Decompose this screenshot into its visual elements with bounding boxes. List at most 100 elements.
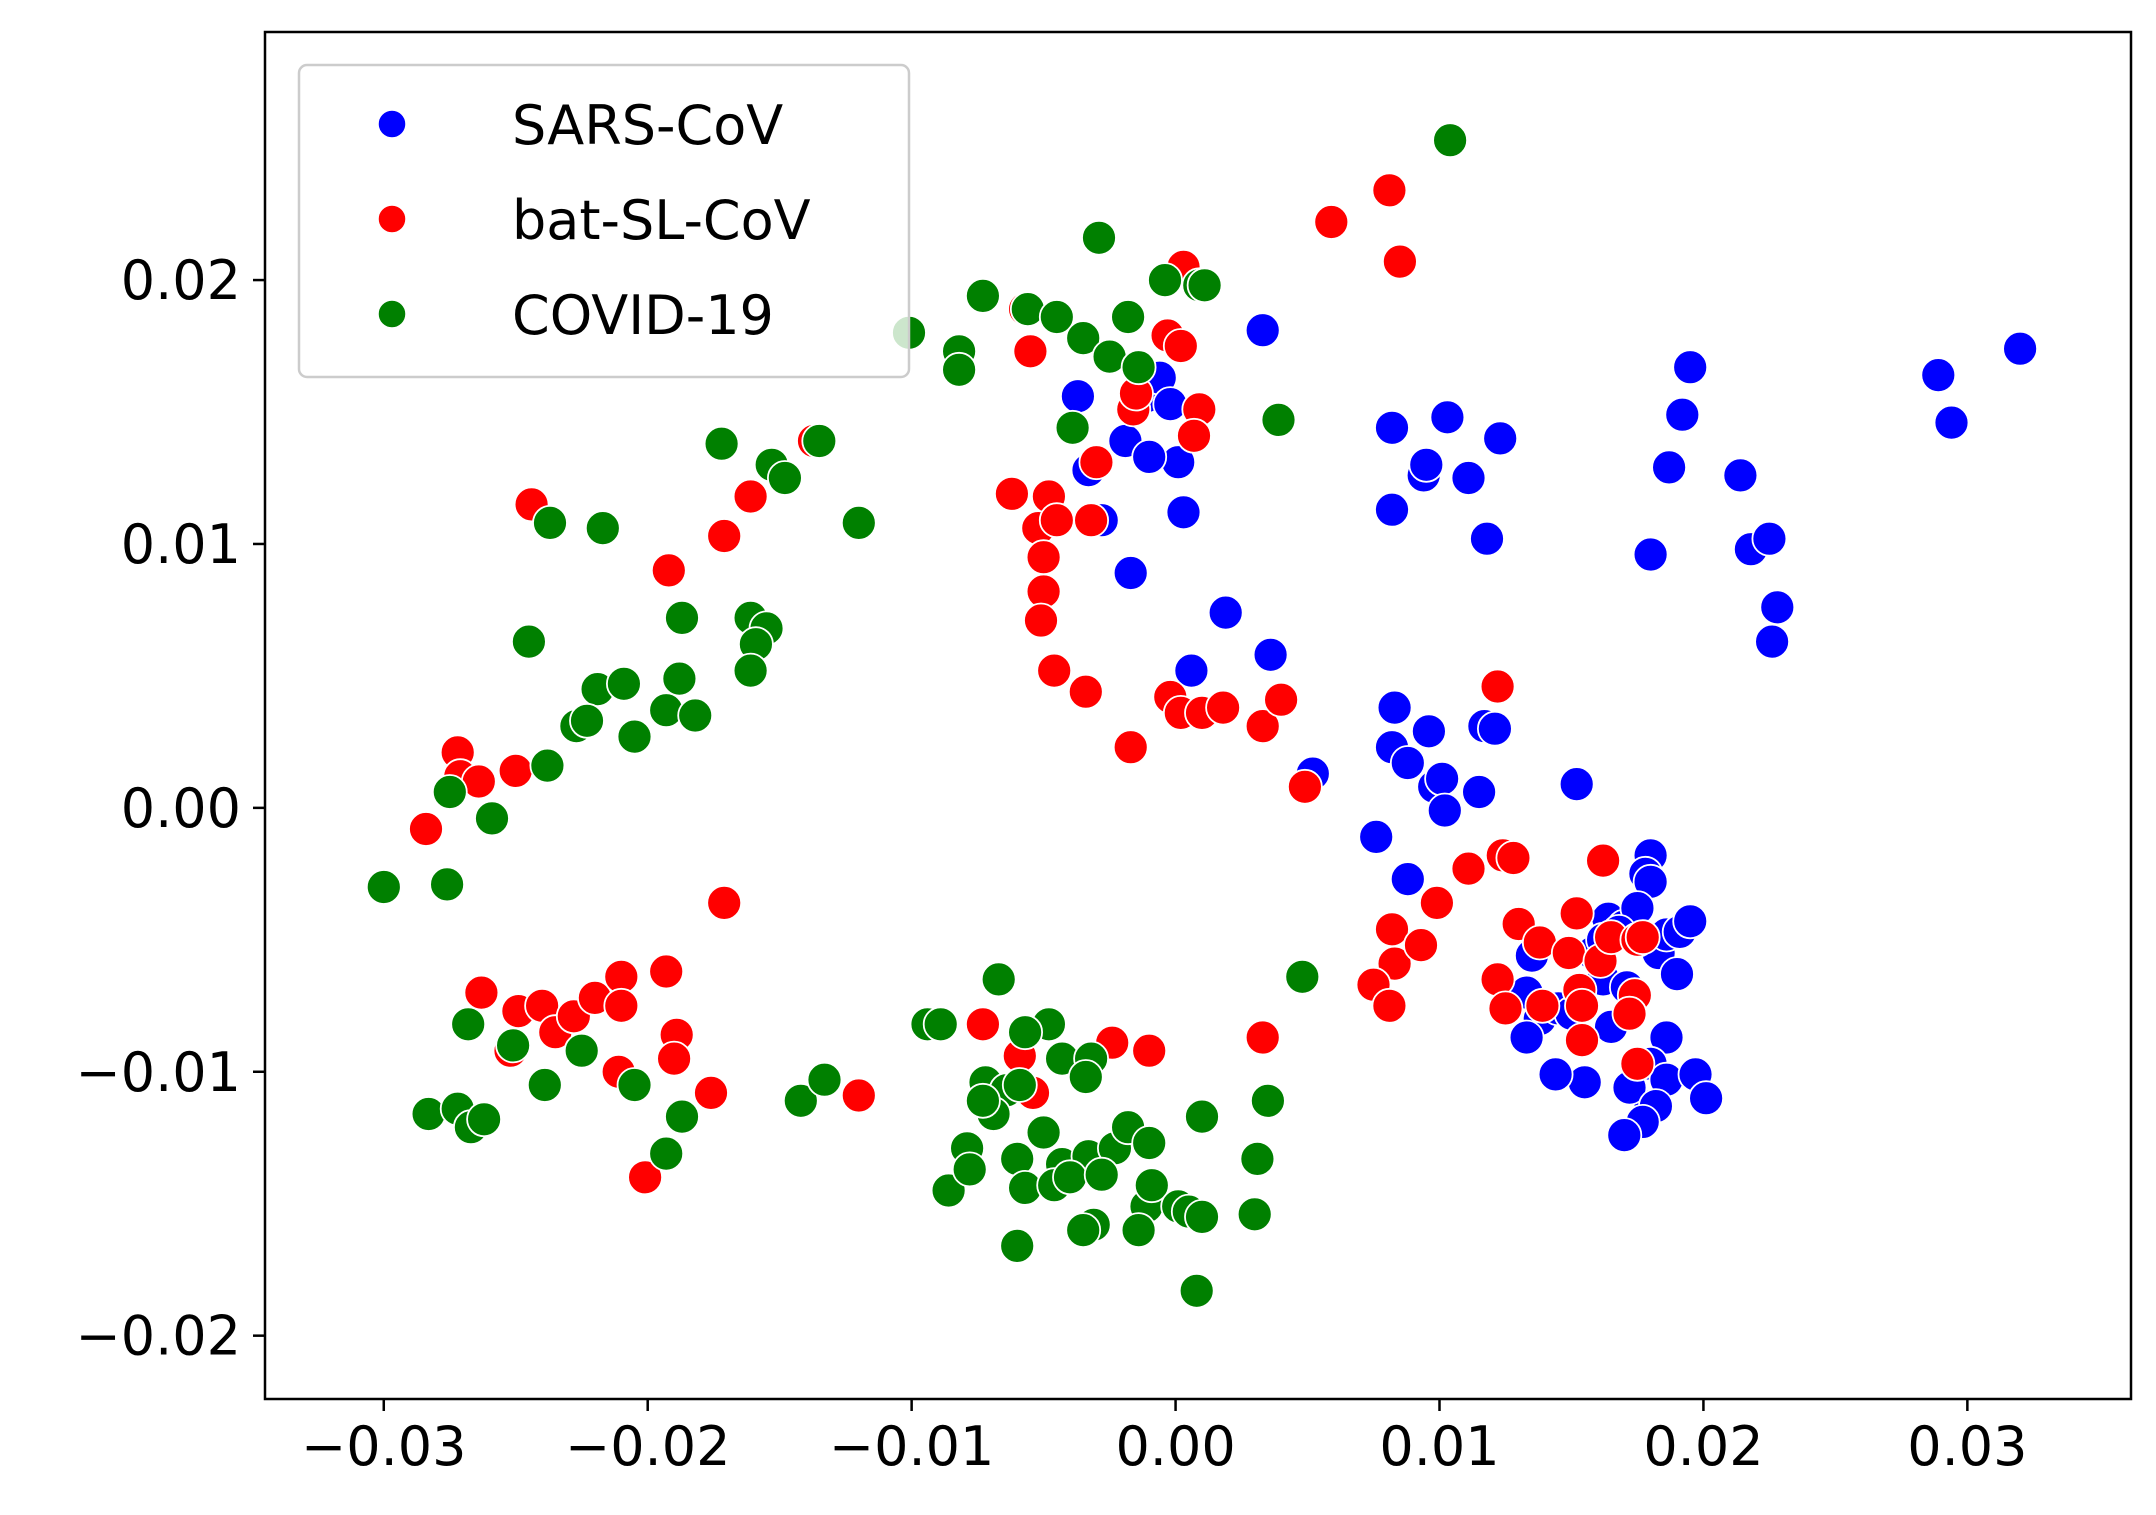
data-point: [1131, 1125, 1168, 1161]
y-tick-label: 0.00: [121, 777, 241, 840]
data-point: [1112, 729, 1149, 766]
data-point: [1252, 636, 1289, 673]
data-point: [732, 478, 769, 515]
data-point: [965, 1082, 1001, 1119]
data-point: [1495, 840, 1532, 876]
y-axis: −0.02 −0.01 0.00 0.01 0.02: [76, 249, 265, 1368]
data-point: [1313, 204, 1350, 240]
legend: SARS-CoV bat-SL-CoV COVID-19: [297, 63, 911, 379]
data-point: [806, 1061, 843, 1098]
data-point: [732, 652, 769, 689]
data-point: [1376, 689, 1413, 726]
data-point: [2002, 330, 2038, 367]
data-point: [1078, 444, 1115, 481]
data-point: [1664, 396, 1701, 433]
data-point: [532, 505, 568, 541]
y-tick-label: 0.02: [121, 249, 241, 312]
data-point: [840, 505, 877, 541]
data-point: [1479, 668, 1516, 705]
data-point: [1207, 594, 1244, 631]
data-point: [1537, 1056, 1574, 1093]
data-point: [664, 1098, 700, 1135]
data-point: [1371, 987, 1408, 1024]
data-point: [1178, 1272, 1215, 1309]
data-point: [1239, 1141, 1276, 1177]
data-point: [1371, 172, 1408, 209]
x-tick-label: −0.02: [565, 1415, 730, 1478]
data-point: [1173, 652, 1210, 689]
legend-marker: [377, 299, 407, 329]
data-point: [1508, 1019, 1545, 1056]
data-point: [529, 747, 566, 784]
data-point: [650, 552, 687, 589]
data-point: [526, 1067, 563, 1103]
legend-label: COVID-19: [512, 284, 774, 347]
data-point: [1524, 987, 1561, 1024]
data-point: [450, 1006, 487, 1043]
data-point: [1244, 708, 1281, 744]
data-point: [1065, 1212, 1102, 1248]
data-point: [495, 1027, 531, 1064]
data-point: [1133, 1167, 1170, 1204]
data-point: [1131, 438, 1168, 475]
data-point: [1120, 349, 1157, 386]
data-point: [1236, 1196, 1273, 1233]
data-point: [1585, 842, 1621, 879]
data-point: [1001, 1067, 1038, 1103]
data-point: [1250, 1082, 1286, 1119]
data-point: [1722, 457, 1759, 494]
data-point: [661, 660, 698, 697]
x-tick-label: −0.01: [829, 1415, 994, 1478]
data-point: [1023, 602, 1059, 639]
y-tick-label: −0.01: [76, 1041, 241, 1104]
data-point: [1358, 819, 1395, 855]
data-point: [1426, 792, 1463, 829]
data-point: [1184, 1098, 1220, 1135]
data-point: [511, 623, 547, 660]
data-point: [1205, 689, 1241, 726]
data-point: [1052, 1159, 1088, 1196]
data-point: [1564, 987, 1600, 1024]
data-point: [1120, 1212, 1157, 1248]
data-point: [1482, 420, 1519, 457]
data-point: [1389, 861, 1426, 897]
data-point: [693, 1075, 729, 1111]
data-point: [1382, 243, 1418, 280]
data-point: [1408, 446, 1445, 483]
data-point: [1659, 956, 1695, 992]
data-point: [664, 600, 700, 636]
data-point: [1012, 333, 1049, 370]
data-point: [616, 718, 653, 755]
data-point: [840, 1077, 877, 1114]
data-point: [1244, 1019, 1281, 1056]
data-point: [1065, 320, 1102, 357]
data-point: [429, 866, 466, 903]
data-point: [466, 1101, 503, 1138]
data-point: [563, 1032, 600, 1069]
data-point: [1477, 710, 1513, 747]
data-point: [1564, 1022, 1600, 1058]
data-point: [1060, 378, 1096, 415]
data-point: [1073, 502, 1109, 539]
data-point: [1450, 850, 1487, 887]
x-tick-label: −0.03: [301, 1415, 466, 1478]
data-point: [1038, 299, 1075, 335]
data-point: [1672, 349, 1709, 386]
data-point: [431, 774, 468, 810]
data-point: [1131, 1032, 1168, 1069]
data-point: [1632, 536, 1669, 573]
data-point: [1083, 1156, 1120, 1193]
data-point: [606, 665, 642, 702]
x-tick-label: 0.02: [1643, 1415, 1763, 1478]
data-point: [1429, 399, 1466, 436]
data-point: [1036, 652, 1073, 689]
legend-label: bat-SL-CoV: [512, 189, 811, 252]
data-point: [1424, 760, 1460, 797]
data-point: [1284, 958, 1321, 995]
data-point: [1450, 460, 1487, 496]
data-point: [656, 1040, 692, 1077]
data-point: [1054, 409, 1091, 446]
data-point: [1165, 494, 1202, 531]
data-point: [603, 987, 640, 1024]
data-point: [408, 811, 444, 847]
